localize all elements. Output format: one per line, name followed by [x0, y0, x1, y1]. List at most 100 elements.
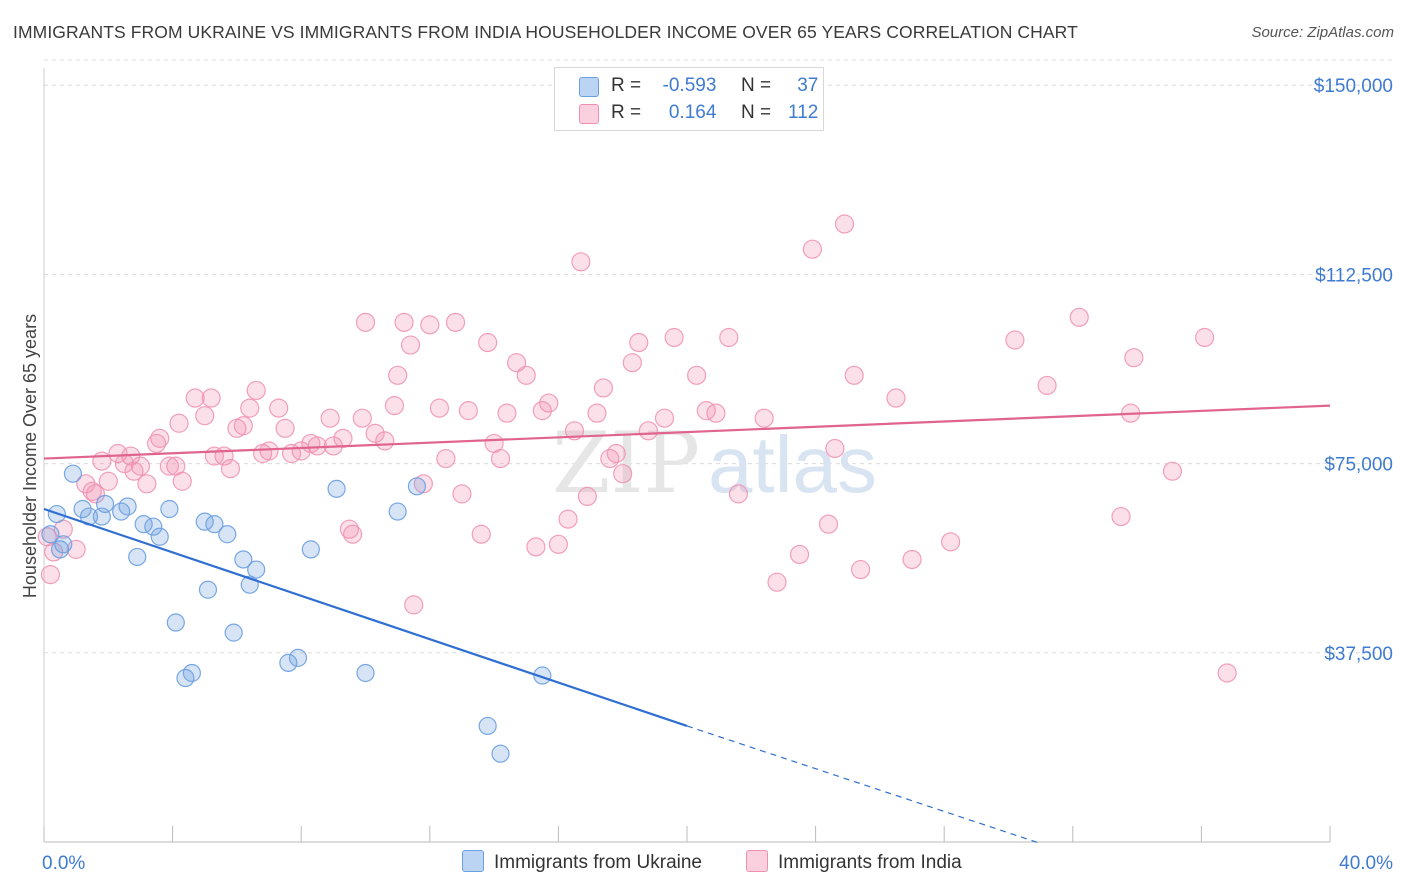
- india-point: [638, 421, 659, 441]
- ukraine-point: [327, 479, 346, 498]
- india-point: [452, 484, 472, 504]
- india-point: [728, 484, 749, 504]
- india-point: [185, 388, 205, 408]
- chart-title: IMMIGRANTS FROM UKRAINE VS IMMIGRANTS FR…: [13, 22, 1078, 42]
- india-point: [532, 401, 552, 421]
- india-point: [548, 534, 569, 554]
- india-point: [150, 428, 170, 448]
- ukraine-point: [182, 663, 201, 683]
- india-point: [169, 413, 189, 433]
- india-point: [82, 481, 102, 501]
- india-point: [92, 451, 112, 471]
- india-point: [844, 365, 864, 385]
- india-point: [365, 423, 385, 443]
- ukraine-swatch: [579, 77, 599, 97]
- ukraine-n-label: N =: [740, 75, 772, 96]
- tick-labels: $37,500 $75,000 $112,500 $150,000 0.0% 40.0%: [42, 76, 1393, 874]
- y-tick-label-1: $75,000: [1324, 455, 1393, 476]
- india-point: [400, 335, 421, 355]
- ukraine-point: [388, 502, 407, 521]
- india-point: [558, 509, 578, 529]
- ukraine-point: [198, 580, 218, 599]
- bottom-legend-ukraine: Immigrants from Ukraine: [462, 850, 702, 874]
- india-point: [195, 406, 215, 426]
- ukraine-point: [95, 494, 115, 514]
- india-r-label: R =: [611, 102, 642, 123]
- india-point: [516, 365, 536, 385]
- ukraine-point: [73, 499, 92, 519]
- ukraine-point: [128, 547, 147, 567]
- india-point: [719, 327, 739, 348]
- india-point: [420, 315, 440, 335]
- india-point: [834, 214, 855, 234]
- india-point: [40, 565, 61, 585]
- trend-lines: [43, 404, 1331, 845]
- india-point: [172, 471, 192, 491]
- india-n-label: N =: [740, 102, 772, 123]
- india-point: [1111, 506, 1131, 527]
- ukraine-trend-line: [43, 507, 688, 728]
- watermark-zip: ZIP: [552, 414, 700, 512]
- ukraine-point: [63, 464, 83, 483]
- india-point: [526, 537, 546, 557]
- india-point: [478, 332, 498, 353]
- india-point: [1124, 348, 1144, 368]
- india-point: [413, 474, 433, 494]
- watermark: ZIP atlas: [552, 414, 877, 512]
- ukraine-point: [205, 515, 224, 534]
- india-point: [1037, 375, 1057, 396]
- india-point: [1069, 307, 1089, 327]
- india-point: [539, 393, 559, 413]
- ukraine-point: [218, 525, 237, 544]
- india-point: [76, 474, 96, 494]
- india-point: [146, 433, 167, 454]
- india-point: [343, 524, 363, 544]
- ukraine-point: [407, 477, 427, 496]
- india-point: [1217, 663, 1237, 683]
- ukraine-point: [234, 550, 253, 569]
- ukraine-points: [41, 464, 552, 763]
- india-point: [355, 312, 376, 332]
- india-swatch: [579, 104, 599, 124]
- ukraine-point: [288, 648, 308, 667]
- y-axis-label: Householder Income Over 65 years: [20, 314, 40, 598]
- ukraine-point: [533, 666, 552, 685]
- india-point: [654, 408, 675, 428]
- india-point: [1162, 461, 1183, 481]
- india-point: [613, 464, 633, 484]
- india-points: [37, 214, 1237, 683]
- india-point: [593, 378, 614, 398]
- ukraine-n-value: 37: [797, 75, 819, 96]
- india-point: [404, 595, 424, 615]
- india-point: [687, 365, 707, 385]
- india-point: [429, 398, 450, 418]
- bottom-legend-india: Immigrants from India: [746, 850, 962, 874]
- india-point: [706, 403, 726, 423]
- ukraine-point: [478, 716, 497, 736]
- ukraine-point: [118, 497, 137, 516]
- india-point: [941, 532, 961, 552]
- india-point: [471, 524, 491, 544]
- india-point: [664, 327, 684, 348]
- ukraine-point: [150, 527, 169, 546]
- india-point: [458, 401, 478, 421]
- india-point: [629, 332, 649, 353]
- ukraine-point: [301, 540, 320, 559]
- india-point: [275, 418, 295, 438]
- ukraine-r-value: -0.593: [662, 75, 717, 96]
- india-point: [85, 484, 106, 504]
- source-label: Source: ZipAtlas.com: [1251, 24, 1394, 41]
- india-point: [240, 398, 260, 418]
- y-tick-label-3: $150,000: [1314, 76, 1393, 97]
- ukraine-point: [144, 517, 163, 536]
- india-point: [233, 416, 253, 436]
- india-point: [886, 388, 906, 408]
- india-legend-swatch: [746, 850, 768, 872]
- ukraine-point: [160, 499, 179, 519]
- india-point: [130, 456, 151, 476]
- x-tick-label-0: 0.0%: [42, 853, 85, 874]
- ukraine-point: [41, 525, 60, 544]
- india-point: [246, 380, 266, 401]
- india-point: [384, 395, 405, 416]
